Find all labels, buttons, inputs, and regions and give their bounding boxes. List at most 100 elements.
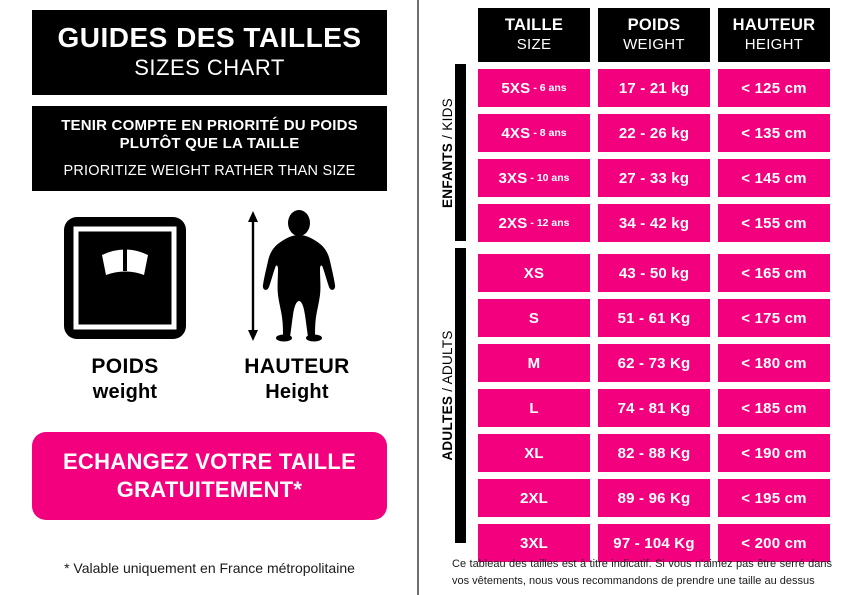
header-size-en: SIZE [516, 35, 552, 53]
notice-fr-line2: PLUTÔT QUE LA TAILLE [119, 135, 300, 153]
adults-group-bar [455, 248, 466, 543]
table-row: XL 82 - 88 Kg < 190 cm [478, 434, 830, 472]
header-weight-fr: POIDS [627, 16, 681, 35]
table-row: XS 43 - 50 kg < 165 cm [478, 254, 830, 292]
header-cell-weight: POIDS WEIGHT [598, 8, 710, 62]
height-icon-group: HAUTEUR Height [212, 205, 382, 410]
height-value: < 145 cm [741, 169, 807, 187]
cell-height: < 135 cm [718, 114, 830, 152]
cell-size: 3XL [478, 524, 590, 562]
height-value: < 195 cm [741, 489, 807, 507]
weight-value: 22 - 26 kg [618, 124, 690, 142]
header-cell-height: HAUTEUR HEIGHT [718, 8, 830, 62]
weight-value: 51 - 61 Kg [617, 309, 691, 327]
adults-group-label-sep: / [440, 384, 455, 396]
height-value: < 155 cm [741, 214, 807, 232]
weight-value: 97 - 104 Kg [613, 534, 695, 552]
page-title-fr: GUIDES DES TAILLES [57, 22, 362, 54]
size-value: 4XS [501, 124, 531, 142]
table-body: 5XS - 6 ans 17 - 21 kg < 125 cm 4XS - 8 ans 22… [478, 69, 830, 562]
adults-group-label-fr: ADULTES [440, 395, 455, 461]
header-cell-size: TAILLE SIZE [478, 8, 590, 62]
table-row: 3XS - 10 ans 27 - 33 kg < 145 cm [478, 159, 830, 197]
cell-height: < 190 cm [718, 434, 830, 472]
height-value: < 175 cm [741, 309, 807, 327]
adults-group-label-en: ADULTS [440, 330, 455, 385]
cell-height: < 185 cm [718, 389, 830, 427]
height-value: < 180 cm [741, 354, 807, 372]
size-value: 5XS [501, 79, 531, 97]
height-value: < 125 cm [741, 79, 807, 97]
table-row: M 62 - 73 Kg < 180 cm [478, 344, 830, 382]
header-height-fr: HAUTEUR [732, 16, 816, 35]
weight-label-en: weight [92, 381, 158, 403]
cell-size: XS [478, 254, 590, 292]
table-row: 4XS - 8 ans 22 - 26 kg < 135 cm [478, 114, 830, 152]
weight-value: 62 - 73 Kg [617, 354, 691, 372]
cell-height: < 175 cm [718, 299, 830, 337]
size-value: 3XS [498, 169, 528, 187]
notice-fr: TENIR COMPTE EN PRIORITÉ DU POIDS PLUTÔT… [61, 117, 358, 155]
size-age-note: - 6 ans [533, 82, 567, 94]
header-size-fr: TAILLE [504, 16, 564, 35]
cell-size: 2XL [478, 479, 590, 517]
table-row: 5XS - 6 ans 17 - 21 kg < 125 cm [478, 69, 830, 107]
weight-value: 17 - 21 kg [618, 79, 690, 97]
cell-weight: 22 - 26 kg [598, 114, 710, 152]
icon-row: POIDS weight [32, 205, 387, 410]
cell-height: < 200 cm [718, 524, 830, 562]
notice-fr-line1: TENIR COMPTE EN PRIORITÉ DU POIDS [61, 116, 358, 134]
cell-weight: 82 - 88 Kg [598, 434, 710, 472]
page-title-en: SIZES CHART [134, 55, 285, 81]
header-height-en: HEIGHT [744, 35, 804, 53]
notice-block: TENIR COMPTE EN PRIORITÉ DU POIDS PLUTÔT… [32, 106, 387, 191]
cell-size: 3XS - 10 ans [478, 159, 590, 197]
exchange-size-cta[interactable]: ECHANGEZ VOTRE TAILLE GRATUITEMENT* [32, 432, 387, 520]
weight-value: 89 - 96 Kg [617, 489, 691, 507]
kids-group-bar [455, 64, 466, 241]
cell-weight: 43 - 50 kg [598, 254, 710, 292]
kids-group-label-fr: ENFANTS [440, 142, 455, 208]
weight-label-fr: POIDS [91, 355, 159, 378]
left-footnote: * Valable uniquement en France métropoli… [64, 560, 355, 576]
size-value: XL [524, 444, 544, 462]
table-header-row: TAILLE SIZE POIDS WEIGHT HAUTEUR HEIGHT [478, 8, 830, 62]
size-age-note: - 12 ans [530, 217, 570, 229]
cell-weight: 27 - 33 kg [598, 159, 710, 197]
cell-height: < 165 cm [718, 254, 830, 292]
cell-height: < 180 cm [718, 344, 830, 382]
size-value: 2XL [519, 489, 549, 507]
cell-weight: 97 - 104 Kg [598, 524, 710, 562]
cta-line1: ECHANGEZ VOTRE TAILLE [62, 448, 357, 474]
body-height-measure-icon [227, 205, 367, 345]
cell-size: S [478, 299, 590, 337]
size-value: 3XL [519, 534, 549, 552]
title-block: GUIDES DES TAILLES SIZES CHART [32, 10, 387, 95]
table-row: 2XS - 12 ans 34 - 42 kg < 155 cm [478, 204, 830, 242]
cell-size: XL [478, 434, 590, 472]
cta-label: ECHANGEZ VOTRE TAILLE GRATUITEMENT* [63, 448, 356, 504]
height-label-fr: HAUTEUR [244, 355, 350, 378]
size-value: L [529, 399, 539, 417]
table-row: 2XL 89 - 96 Kg < 195 cm [478, 479, 830, 517]
cell-size: L [478, 389, 590, 427]
size-value: S [528, 309, 540, 327]
weight-value: 27 - 33 kg [618, 169, 690, 187]
kids-group-label-sep: / [440, 130, 455, 143]
bathroom-scale-icon [58, 205, 192, 345]
height-value: < 165 cm [741, 264, 807, 282]
weight-value: 34 - 42 kg [618, 214, 690, 232]
cell-weight: 17 - 21 kg [598, 69, 710, 107]
cta-line2: GRATUITEMENT* [116, 477, 303, 502]
adults-group-label: ADULTES / ADULTS [440, 248, 455, 543]
cell-weight: 34 - 42 kg [598, 204, 710, 242]
size-value: M [527, 354, 541, 372]
cell-height: < 125 cm [718, 69, 830, 107]
size-age-note: - 10 ans [530, 172, 570, 184]
kids-group-label: ENFANTS / KIDS [440, 64, 455, 242]
left-panel: GUIDES DES TAILLES SIZES CHART TENIR COM… [0, 0, 417, 595]
cell-weight: 74 - 81 Kg [598, 389, 710, 427]
cell-size: 2XS - 12 ans [478, 204, 590, 242]
weight-icon-group: POIDS weight [40, 205, 210, 410]
